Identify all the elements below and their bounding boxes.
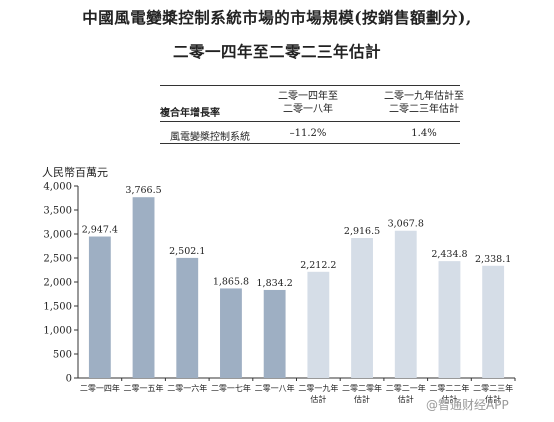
y-tick-label: 2,000 [43, 278, 72, 289]
x-category-label: 二零二二年 [429, 383, 469, 393]
cagr-row-value-2: 1.4% [411, 128, 437, 139]
cagr-col1-line1: 二零一四年至 [278, 91, 338, 102]
data-label: 2,916.5 [344, 226, 380, 237]
bar [220, 288, 242, 378]
y-axis-unit-label: 人民幣百萬元 [42, 166, 108, 179]
cagr-row-label: 風電變槳控制系統 [170, 132, 250, 143]
data-label: 1,865.8 [213, 276, 249, 287]
x-category-label: 二零一七年 [211, 383, 251, 393]
y-tick-label: 4,000 [43, 182, 72, 193]
y-tick-label: 3,000 [43, 230, 72, 241]
x-category-label: 估計 [354, 394, 370, 404]
data-label: 3,067.8 [388, 219, 424, 230]
bar [307, 271, 330, 378]
cagr-col1-line2: 二零一八年 [283, 104, 333, 115]
x-category-label: 二零一四年 [80, 383, 120, 393]
cagr-col2-line1: 二零一九年估計至 [384, 91, 464, 102]
watermark: @智通财经APP [426, 398, 509, 412]
y-tick-label: 1,000 [43, 326, 72, 337]
bar [482, 265, 505, 378]
y-tick-label: 2,500 [43, 254, 72, 265]
bar [351, 238, 373, 378]
cagr-col2-header: 二零一九年估計至 二零二三年估計 [378, 90, 470, 116]
bar [394, 230, 417, 378]
bar [132, 197, 155, 378]
title-line-2: 二零一四年至二零二三年估計 [172, 42, 381, 61]
cagr-row-value-1: –11.2% [289, 128, 327, 139]
data-label: 2,947.4 [82, 225, 118, 236]
title-line-1: 中國風電變槳控制系統市場的市場規模(按銷售額劃分), [82, 8, 472, 27]
bar [438, 261, 461, 378]
x-category-label: 估計 [310, 394, 326, 404]
x-category-label: 估計 [398, 394, 414, 404]
table-rule-top [160, 85, 460, 86]
y-tick-label: 0 [66, 374, 72, 385]
data-label: 1,834.2 [257, 278, 293, 289]
cagr-col1-header: 二零一四年至 二零一八年 [268, 90, 348, 116]
bar [263, 289, 286, 378]
x-category-label: 二零一五年 [124, 383, 164, 393]
data-label: 2,502.1 [169, 246, 205, 257]
cagr-header-label: 複合年增長率 [160, 108, 220, 119]
y-tick-label: 1,500 [43, 302, 72, 313]
y-tick-label: 500 [53, 350, 72, 361]
data-label: 2,434.8 [431, 249, 467, 260]
x-category-label: 二零一九年 [298, 383, 338, 393]
x-category-label: 二零二零年 [342, 383, 382, 393]
x-category-label: 二零一八年 [255, 383, 295, 393]
table-rule-bottom [160, 143, 460, 144]
cagr-col2-line2: 二零二三年估計 [389, 104, 459, 115]
data-label: 3,766.5 [125, 185, 161, 196]
x-category-label: 估計 [485, 394, 501, 404]
table-rule-mid [160, 121, 460, 122]
data-label: 2,212.2 [300, 260, 336, 271]
data-label: 2,338.1 [475, 254, 511, 265]
x-category-label: 估計 [441, 394, 457, 404]
bar [88, 236, 111, 378]
x-category-label: 二零二三年 [473, 383, 513, 393]
bar [176, 257, 199, 378]
y-tick-label: 3,500 [43, 206, 72, 217]
x-category-label: 二零一六年 [167, 383, 207, 393]
x-category-label: 二零二一年 [386, 383, 426, 393]
